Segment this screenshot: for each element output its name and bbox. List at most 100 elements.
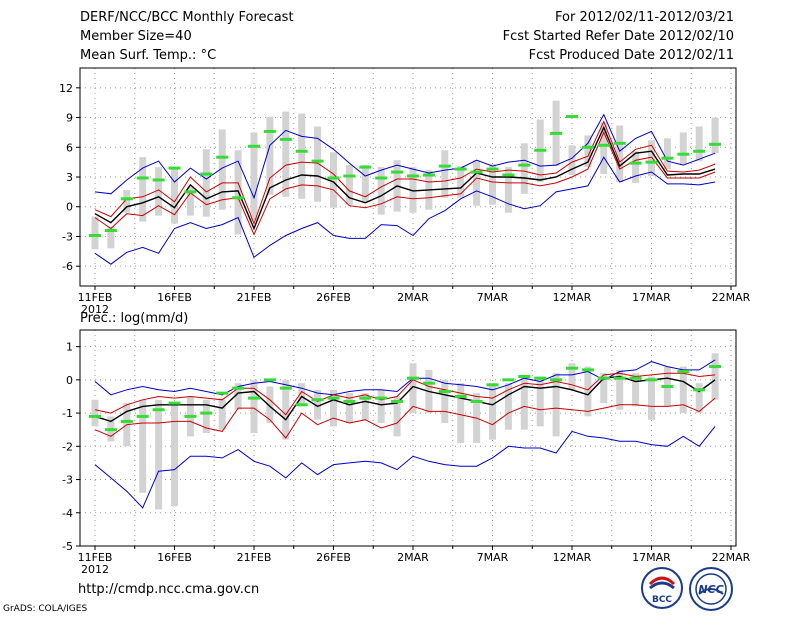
observation-mark <box>359 165 372 169</box>
member-range-bar <box>266 116 274 195</box>
series-line-max <box>94 359 716 396</box>
member-range-bar <box>282 111 290 197</box>
y-tick-label: -5 <box>62 540 73 553</box>
produced-date: Fcst Produced Date 2012/02/11 <box>528 48 734 63</box>
chart-title: DERF/NCC/BCC Monthly Forecast <box>80 10 294 25</box>
member-range-bar <box>711 353 719 400</box>
member-range-bar <box>393 396 401 437</box>
x-tick-label: 26FEB <box>316 551 351 564</box>
member-range-bar <box>711 117 719 154</box>
observation-mark <box>518 375 531 379</box>
observation-mark <box>200 411 213 415</box>
y-tick-label: -1 <box>62 407 73 420</box>
observation-mark <box>454 394 467 398</box>
observation-mark <box>422 381 435 385</box>
member-range-bar <box>139 399 147 493</box>
member-range-bar <box>536 376 544 427</box>
observation-mark <box>327 396 340 400</box>
member-range-bar <box>504 383 512 430</box>
observation-mark <box>375 176 388 180</box>
member-range-bar <box>441 150 449 198</box>
observation-mark <box>613 141 626 145</box>
x-tick-label: 12MAR <box>553 551 592 564</box>
observation-mark <box>438 389 451 393</box>
header-left: DERF/NCC/BCC Monthly Forecast Member Siz… <box>80 10 294 67</box>
observation-mark <box>263 129 276 133</box>
member-range-bar <box>584 135 592 168</box>
observation-mark <box>661 156 674 160</box>
observation-mark <box>613 376 626 380</box>
observation-mark <box>168 166 181 170</box>
member-range-bar <box>314 126 322 202</box>
member-range-bar <box>250 379 258 434</box>
series-line-min <box>94 426 716 509</box>
observation-mark <box>709 365 722 369</box>
member-range-bar <box>218 399 226 430</box>
start-date: Fcst Started Refer Date 2012/02/10 <box>502 29 734 44</box>
observation-mark <box>263 378 276 382</box>
observation-mark <box>661 384 674 388</box>
series-line-upper <box>94 372 716 416</box>
observation-mark <box>279 386 292 390</box>
observation-mark <box>279 137 292 141</box>
y-tick-label: 3 <box>66 171 73 184</box>
member-range-bar <box>361 165 369 202</box>
variable-label: Mean Surf. Temp.: °C <box>80 48 217 63</box>
member-range-bar <box>330 389 337 427</box>
member-range-bar <box>218 129 226 210</box>
chart-panel-1: -6 -3 0 3 6 9 12 11FEB 16FEB 21FEB 26FEB 2MAR 7MAR 12… <box>59 67 751 316</box>
observation-mark <box>566 366 578 370</box>
website-url[interactable]: http://cmdp.ncc.cma.gov.cn <box>78 582 260 597</box>
member-range-bar <box>186 186 194 216</box>
observation-mark <box>168 401 181 405</box>
observation-mark <box>629 376 642 380</box>
panel-title: Prec.: log(mm/d) <box>80 311 188 326</box>
plot-frame <box>79 329 737 547</box>
member-range-bar <box>314 389 322 420</box>
member-range-bar <box>648 376 655 420</box>
y-tick-label: 9 <box>66 112 73 125</box>
observation-mark <box>470 170 483 174</box>
member-range-bar <box>171 167 178 224</box>
observation-mark <box>295 403 308 407</box>
observation-mark <box>566 115 578 119</box>
observation-mark <box>454 167 467 171</box>
x-tick-label: 2MAR <box>397 291 429 304</box>
observation-mark <box>200 172 213 176</box>
observation-mark <box>89 233 101 237</box>
member-range-bar <box>600 122 608 175</box>
member-range-bar <box>377 167 385 215</box>
observation-mark <box>709 142 722 146</box>
observation-mark <box>422 173 435 177</box>
member-range-bar <box>123 189 131 213</box>
member-size: Member Size=40 <box>80 29 192 44</box>
member-range-bar <box>345 393 353 424</box>
member-range-bar <box>91 216 99 250</box>
member-range-bar <box>520 143 528 194</box>
series-line-lower <box>94 131 716 236</box>
series-line-mean <box>94 375 716 423</box>
observation-mark <box>359 396 372 400</box>
observation-mark <box>581 145 594 149</box>
member-range-bar <box>584 366 592 417</box>
series-line-upper <box>94 120 716 226</box>
y-tick-label: 1 <box>66 341 73 354</box>
bcc-logo: BCC <box>641 567 683 609</box>
observation-mark <box>248 144 260 148</box>
observation-mark <box>120 419 133 423</box>
member-range-bar <box>552 373 560 437</box>
grads-credit: GrADS: COLA/IGES <box>3 604 88 614</box>
observation-mark <box>184 414 197 418</box>
member-range-bar <box>202 149 210 217</box>
x-tick-label: 22MAR <box>712 291 751 304</box>
observation-mark <box>152 178 165 182</box>
observation-mark <box>375 396 388 400</box>
observation-mark <box>550 378 563 382</box>
member-range-bar <box>139 157 147 222</box>
observation-mark <box>104 428 117 432</box>
observation-mark <box>550 131 563 135</box>
observation-mark <box>343 399 356 403</box>
observation-mark <box>295 149 308 153</box>
x-tick-label: 21FEB <box>237 551 272 564</box>
